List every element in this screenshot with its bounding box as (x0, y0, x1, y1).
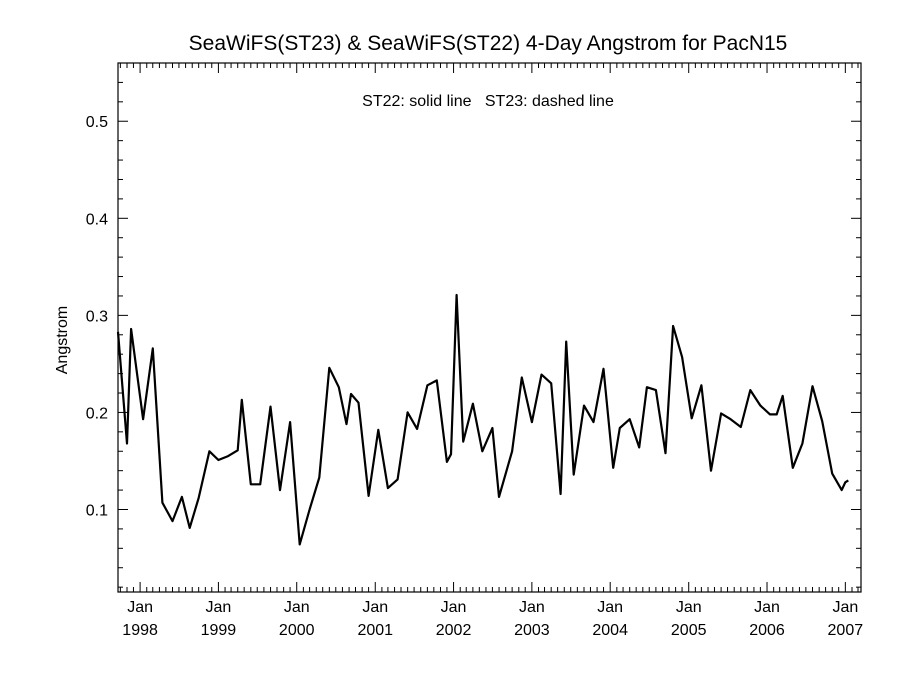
x-tick-label-month: Jan (519, 599, 545, 616)
y-tick-label: 0.5 (86, 114, 108, 131)
x-tick-label-year: 2004 (592, 622, 628, 639)
chart-title: SeaWiFS(ST23) & SeaWiFS(ST22) 4-Day Angs… (189, 32, 788, 55)
chart-annotation: ST22: solid line ST23: dashed line (362, 93, 614, 110)
plot-frame (117, 62, 862, 593)
y-axis-label: Angstrom (54, 306, 71, 374)
x-tick-label-month: Jan (127, 599, 153, 616)
x-tick-label-month: Jan (676, 599, 702, 616)
x-tick-label-year: 2001 (357, 622, 393, 639)
x-tick-label-month: Jan (597, 599, 623, 616)
x-tick-label-year: 2005 (671, 622, 707, 639)
x-tick-label-year: 1998 (122, 622, 158, 639)
series-line-st22 (116, 293, 849, 546)
x-tick-label-month: Jan (284, 599, 310, 616)
x-tick-label-year: 2007 (828, 622, 864, 639)
y-tick-label: 0.4 (86, 211, 108, 228)
y-tick-label: 0.1 (86, 502, 108, 519)
y-tick-label: 0.2 (86, 405, 108, 422)
x-tick-label-year: 2000 (279, 622, 315, 639)
x-tick-label-month: Jan (206, 599, 232, 616)
x-tick-label-year: 1999 (201, 622, 237, 639)
series-layer (116, 293, 849, 546)
axis-ticks: 0.1 0.2 0.3 0.4 0.5 Jan 1998 Jan 1999 Jan 2000 Jan 2… (86, 63, 863, 639)
x-tick-label-year: 2003 (514, 622, 550, 639)
x-tick-label-year: 2006 (749, 622, 785, 639)
x-tick-label-month: Jan (362, 599, 388, 616)
x-tick-label-month: Jan (441, 599, 467, 616)
x-tick-label-month: Jan (832, 599, 858, 616)
x-tick-label-year: 2002 (436, 622, 472, 639)
y-tick-label: 0.3 (86, 308, 108, 325)
x-tick-label-month: Jan (754, 599, 780, 616)
